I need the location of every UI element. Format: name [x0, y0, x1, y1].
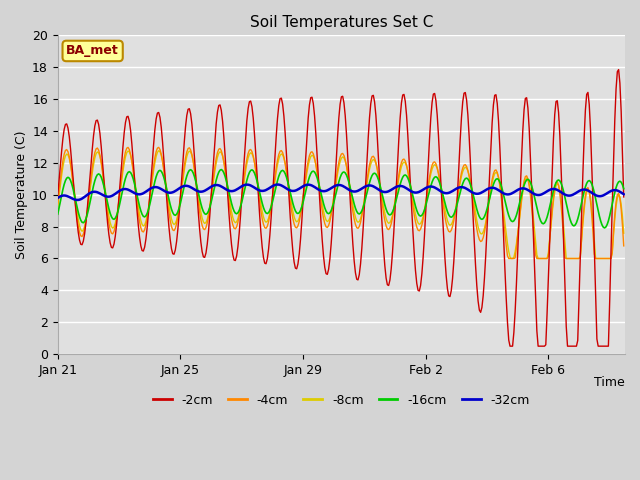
Title: Soil Temperatures Set C: Soil Temperatures Set C [250, 15, 433, 30]
Legend: -2cm, -4cm, -8cm, -16cm, -32cm: -2cm, -4cm, -8cm, -16cm, -32cm [148, 389, 535, 412]
Y-axis label: Soil Temperature (C): Soil Temperature (C) [15, 131, 28, 259]
Text: BA_met: BA_met [67, 45, 119, 58]
Text: Time: Time [595, 376, 625, 389]
